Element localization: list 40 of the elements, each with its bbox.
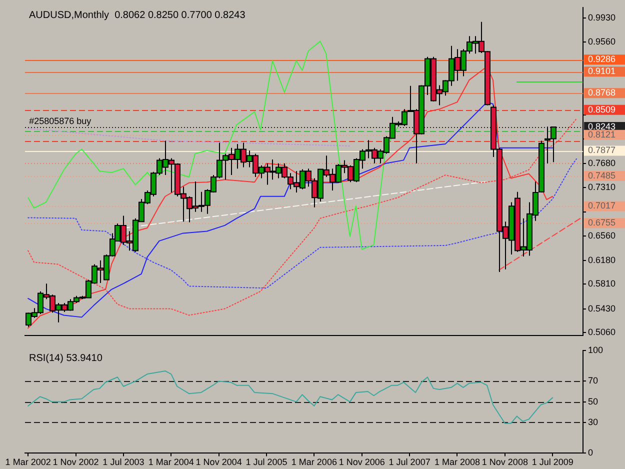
annotation: #25805876 buy (29, 116, 92, 126)
ref-line-label: 0.9101 (588, 66, 616, 76)
x-tick-label: 1 Nov 2002 (52, 457, 99, 468)
y-tick-label: 0.5810 (588, 278, 616, 289)
chart-title: RSI(14) 53.9410 (29, 353, 103, 364)
y-tick-label: 0.6560 (588, 230, 616, 240)
y-tick-label: 0.5060 (588, 327, 616, 338)
ref-line-label: 0.8243 (588, 122, 616, 132)
ref-line-label: 0.8121 (588, 129, 616, 140)
x-tick-label: 1 Nov 2004 (196, 457, 242, 468)
ref-line-label: 0.6755 (588, 218, 616, 228)
x-tick-label: 1 Mar 2004 (148, 457, 194, 468)
y-tick-label: 100 (588, 344, 604, 355)
ref-line-label: 0.9286 (588, 54, 616, 64)
x-tick-label: 1 Mar 2006 (291, 457, 337, 468)
y-tick-label: 0.7680 (588, 158, 616, 168)
ref-line-label: 0.8509 (588, 104, 616, 114)
x-tick-label: 1 Mar 2002 (5, 457, 51, 468)
y-tick-label: 0.9930 (588, 12, 616, 23)
y-tick-label: 30 (588, 416, 598, 427)
y-tick-label: 0.7310 (588, 182, 616, 192)
y-tick-label: 0.9560 (588, 36, 616, 46)
y-tick-label: 0 (588, 448, 594, 458)
x-tick-label: 1 Jul 2005 (246, 457, 288, 468)
ref-line-label: 0.7485 (588, 170, 616, 181)
x-tick-label: 1 Jul 2007 (388, 457, 430, 468)
ref-line-label: 0.7877 (588, 145, 616, 156)
x-tick-label: 1 Jul 2009 (532, 457, 574, 468)
x-tick-label: 1 Nov 2006 (338, 457, 385, 468)
x-tick-label: 1 Mar 2008 (434, 457, 480, 468)
chart-title: AUDUSD,Monthly 0.8062 0.8250 0.7700 0.8243 (29, 10, 246, 22)
y-tick-label: 70 (588, 376, 598, 386)
y-tick-label: 0.5430 (588, 303, 616, 314)
y-tick-label: 0.6180 (588, 254, 616, 265)
ref-line-label: 0.7017 (588, 200, 616, 211)
y-tick-label: 50 (588, 396, 598, 406)
x-tick-label: 1 Jul 2003 (102, 457, 144, 468)
x-tick-label: 1 Nov 2008 (482, 457, 528, 468)
ref-line-label: 0.8768 (588, 88, 616, 98)
line-series (28, 158, 577, 289)
